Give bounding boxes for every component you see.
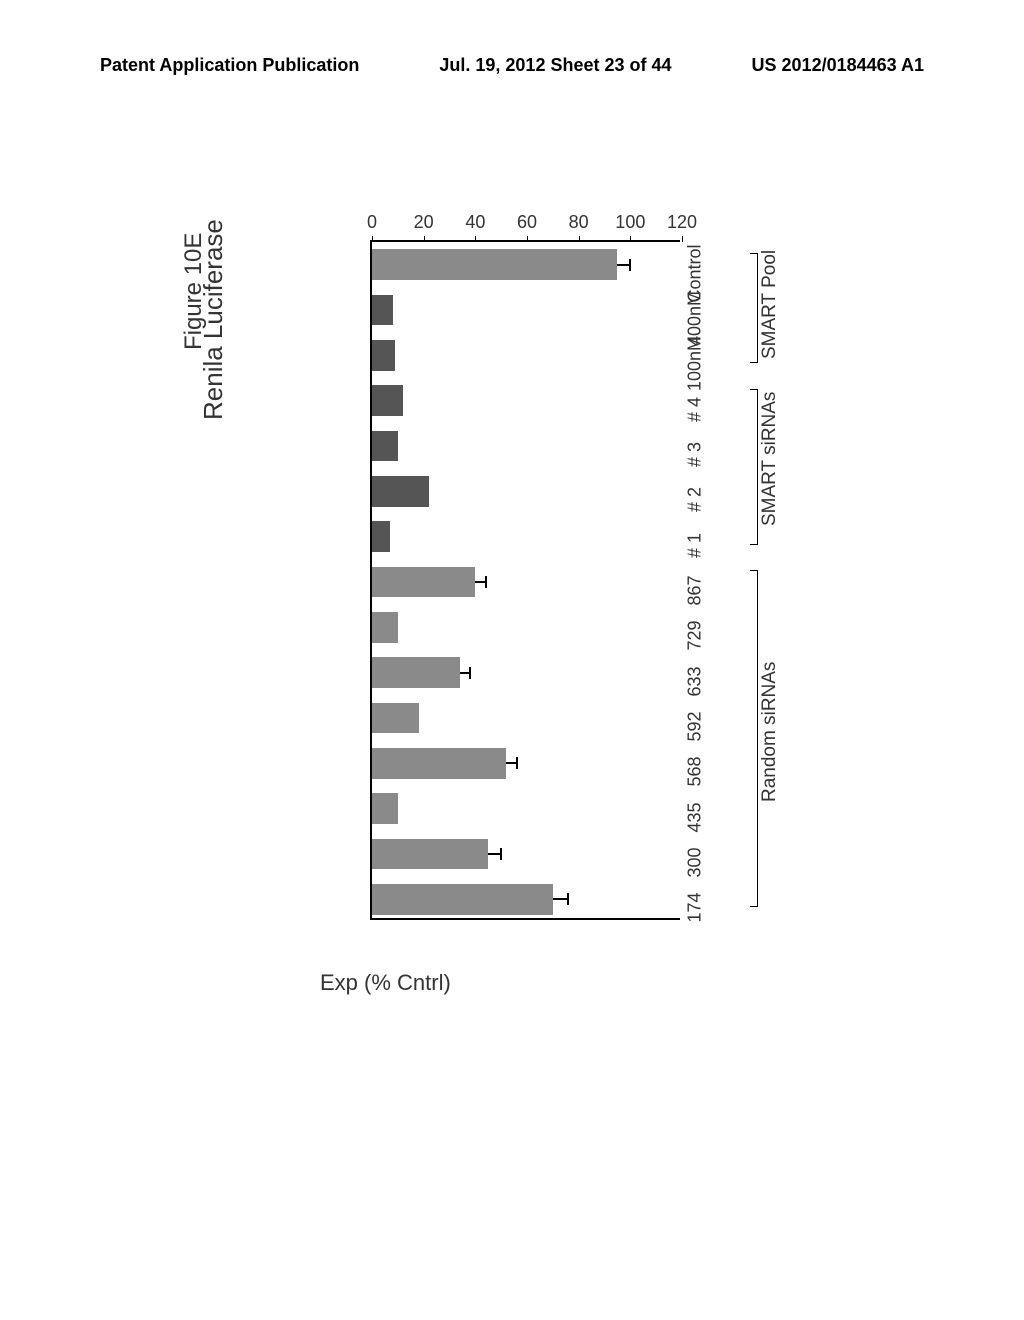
category-label: 435 [685, 802, 706, 832]
bar [372, 884, 553, 915]
bar [372, 612, 398, 643]
category-label: 174 [685, 893, 706, 923]
group-bracket [750, 389, 758, 545]
bar [372, 748, 506, 779]
axis-tick-mark [527, 236, 528, 242]
axis-tick-label: 20 [414, 212, 434, 233]
axis-tick-label: 0 [367, 212, 377, 233]
axis-tick-mark [630, 236, 631, 242]
axis-tick-label: 60 [517, 212, 537, 233]
category-label: # 3 [685, 442, 706, 467]
bar-row [372, 793, 398, 824]
bar [372, 703, 419, 734]
bar [372, 476, 429, 507]
error-bar [553, 898, 569, 900]
bar [372, 340, 395, 371]
error-cap [567, 893, 569, 905]
group-bracket [750, 253, 758, 364]
header-right: US 2012/0184463 A1 [752, 55, 924, 76]
bar [372, 431, 398, 462]
chart-title: Renila Luciferase [198, 219, 229, 420]
category-label: 568 [685, 757, 706, 787]
bar-row [372, 612, 398, 643]
bar-row [372, 703, 419, 734]
axis-tick-mark [579, 236, 580, 242]
group-bracket [750, 570, 758, 907]
axis-tick-mark [682, 236, 683, 242]
bar [372, 657, 460, 688]
group-label: SMART Pool [759, 250, 781, 359]
error-cap [469, 667, 471, 679]
bar-row [372, 431, 398, 462]
category-label: 729 [685, 621, 706, 651]
bar-row [372, 476, 429, 507]
header-center: Jul. 19, 2012 Sheet 23 of 44 [439, 55, 671, 76]
axis-tick-mark [424, 236, 425, 242]
bar [372, 839, 488, 870]
category-label: # 1 [685, 533, 706, 558]
bar-chart-plot: 020406080100120 [370, 240, 680, 920]
bar-row [372, 567, 475, 598]
category-label: 867 [685, 575, 706, 605]
bar-row [372, 657, 460, 688]
error-cap [516, 757, 518, 769]
bar [372, 295, 393, 326]
axis-tick-label: 120 [667, 212, 697, 233]
axis-tick-label: 100 [615, 212, 645, 233]
header-left: Patent Application Publication [100, 55, 359, 76]
bar [372, 793, 398, 824]
category-label: 300 [685, 847, 706, 877]
bar-row [372, 295, 393, 326]
bar-row [372, 521, 390, 552]
bar-row [372, 839, 488, 870]
page-header: Patent Application Publication Jul. 19, … [0, 55, 1024, 76]
category-label: 633 [685, 666, 706, 696]
category-label: # 4 [685, 397, 706, 422]
axis-tick-label: 80 [569, 212, 589, 233]
bar-row [372, 884, 553, 915]
bar-row [372, 385, 403, 416]
bar-row [372, 249, 617, 280]
group-label: Random siRNAs [759, 661, 781, 801]
group-label: SMART siRNAs [759, 391, 781, 525]
category-label: 592 [685, 711, 706, 741]
bar-row [372, 748, 506, 779]
axis-tick-label: 40 [465, 212, 485, 233]
bar [372, 249, 617, 280]
axis-tick-mark [475, 236, 476, 242]
bar-row [372, 340, 395, 371]
bar [372, 567, 475, 598]
error-cap [485, 576, 487, 588]
category-label: Control [685, 244, 706, 302]
error-cap [629, 259, 631, 271]
axis-tick-mark [372, 236, 373, 242]
y-axis-label: Exp (% Cntrl) [320, 970, 451, 996]
bar [372, 521, 390, 552]
error-cap [500, 848, 502, 860]
category-label: # 2 [685, 487, 706, 512]
bar [372, 385, 403, 416]
